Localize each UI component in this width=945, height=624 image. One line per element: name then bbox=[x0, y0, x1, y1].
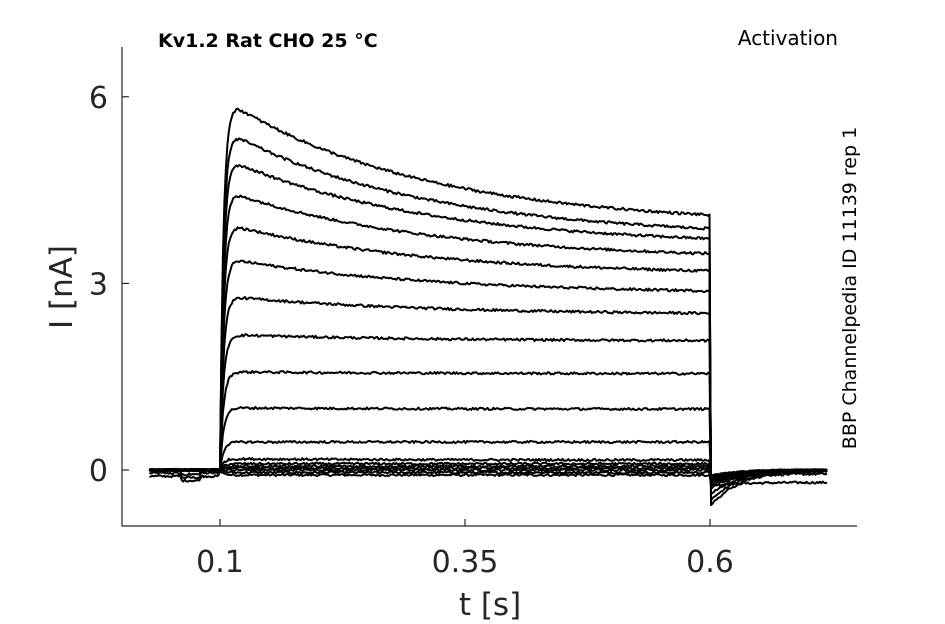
current-trace bbox=[149, 333, 828, 481]
x-tick-label: 0.35 bbox=[432, 545, 499, 580]
current-trace bbox=[148, 226, 828, 486]
current-trace bbox=[148, 137, 828, 502]
x-tick-label: 0.6 bbox=[686, 545, 734, 580]
x-axis: 0.1 0.35 0.6 bbox=[196, 519, 734, 580]
x-tick-label: 0.1 bbox=[196, 545, 244, 580]
y-tick-label: 0 bbox=[89, 454, 108, 489]
y-axis: 0 3 6 bbox=[89, 81, 129, 489]
current-traces bbox=[148, 107, 828, 507]
current-trace bbox=[149, 296, 828, 484]
y-axis-label: I [nA] bbox=[44, 245, 80, 329]
current-trace bbox=[149, 164, 828, 495]
current-trace bbox=[149, 406, 828, 478]
x-axis-label: t [s] bbox=[459, 587, 521, 623]
current-trace bbox=[149, 194, 828, 490]
chart-title: Kv1.2 Rat CHO 25 °C bbox=[158, 30, 378, 52]
y-tick-label: 6 bbox=[89, 81, 108, 116]
current-trace bbox=[149, 259, 828, 483]
y-tick-label: 3 bbox=[89, 267, 108, 302]
source-side-label: BBP Channelpedia ID 11139 rep 1 bbox=[839, 127, 861, 449]
protocol-annotation: Activation bbox=[738, 26, 838, 50]
current-trace bbox=[149, 107, 828, 507]
axes-frame bbox=[121, 47, 857, 527]
